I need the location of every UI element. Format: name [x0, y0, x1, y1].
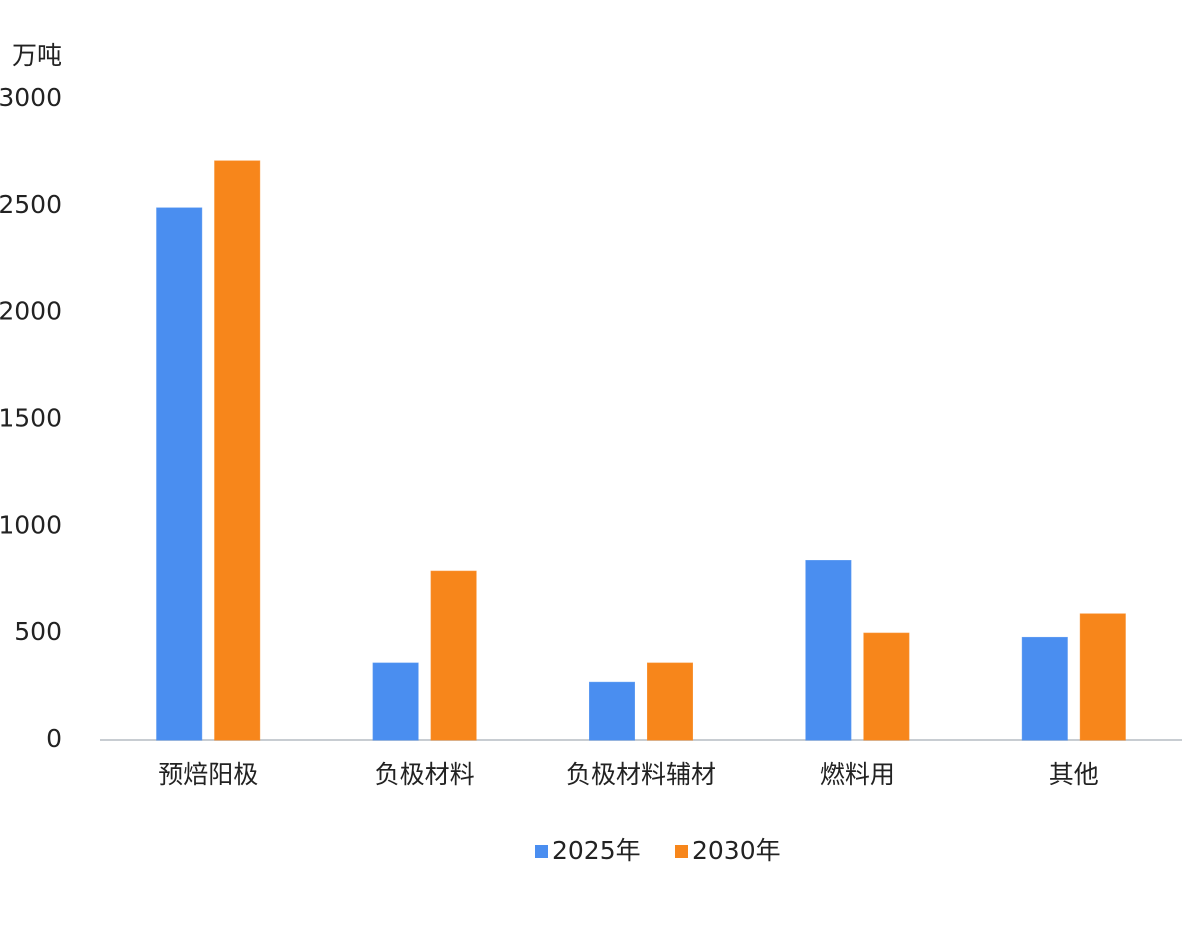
bar — [589, 681, 635, 741]
bar — [156, 207, 203, 741]
y-tick-label: 3000 — [0, 83, 62, 112]
bar — [1079, 613, 1126, 741]
bar — [430, 570, 477, 741]
x-tick-label: 负极材料 — [375, 760, 475, 789]
legend-label: 2025年 — [552, 836, 641, 865]
y-tick-label: 2000 — [0, 297, 62, 326]
y-tick-label: 1500 — [0, 404, 62, 433]
y-tick-label: 0 — [46, 724, 62, 753]
bar — [214, 160, 261, 741]
y-tick-label: 500 — [14, 617, 62, 646]
bar — [647, 662, 693, 741]
y-tick-label: 1000 — [0, 510, 62, 539]
x-tick-label: 其他 — [1049, 760, 1099, 789]
legend-swatch — [675, 845, 688, 858]
legend-swatch — [535, 845, 548, 858]
legend-label: 2030年 — [692, 836, 781, 865]
bar — [863, 632, 910, 741]
bar — [1021, 636, 1068, 741]
x-tick-label: 预焙阳极 — [158, 760, 258, 789]
x-tick-label: 燃料用 — [820, 760, 895, 789]
y-axis-label: 万吨 — [12, 41, 62, 70]
bar — [372, 662, 419, 741]
bar — [805, 560, 852, 741]
y-tick-label: 2500 — [0, 190, 62, 219]
x-tick-label: 负极材料辅材 — [566, 760, 716, 789]
